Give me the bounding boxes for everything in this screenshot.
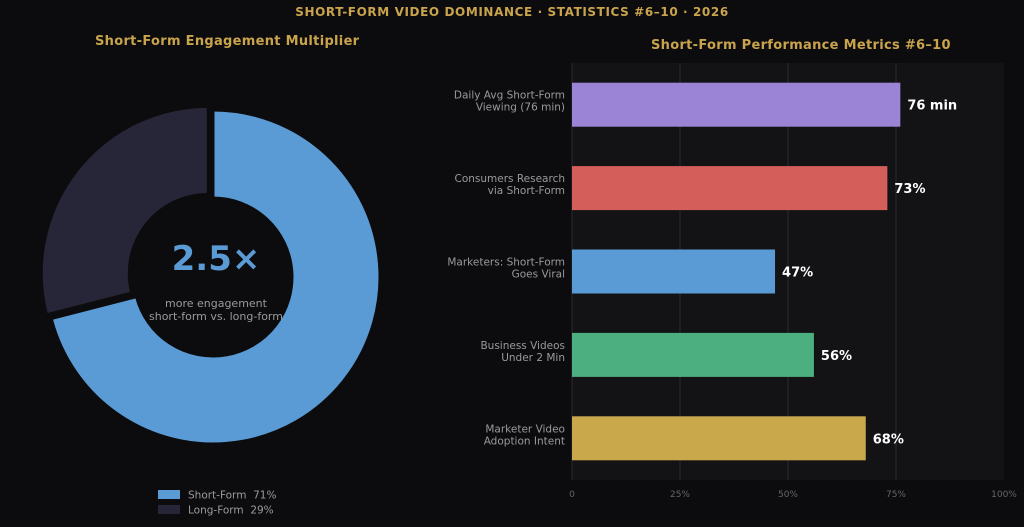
donut-center-value: 2.5× [172, 239, 261, 279]
bar-plot-area [572, 63, 1004, 480]
x-tick-label: 100% [991, 490, 1017, 500]
bar [572, 249, 776, 294]
legend-swatch [158, 490, 180, 499]
donut-slice-long-form [39, 104, 210, 317]
bar-value-label: 73% [894, 182, 925, 197]
x-tick-label: 50% [778, 490, 798, 500]
bar-category-label: via Short-Form [488, 185, 565, 197]
donut-center-caption-line2: short-form vs. long-form [149, 310, 283, 323]
donut-slices [39, 104, 382, 446]
bar-category-label: Consumers Research [454, 173, 565, 185]
donut-slice-short-form [49, 108, 382, 446]
x-tick-label: 0 [569, 490, 575, 500]
bar-category-label: Marketers: Short-Form [447, 257, 565, 269]
bar [572, 166, 888, 211]
legend-label: Long-Form 29% [188, 505, 274, 517]
bar-value-label: 76 min [907, 99, 957, 114]
donut-legend: Short-Form 71% Long-Form 29% [158, 490, 276, 517]
bar-chart-title: Short-Form Performance Metrics #6–10 [651, 38, 951, 53]
bar-category-label: Marketer Video [485, 423, 565, 435]
bar-value-label: 47% [782, 266, 813, 281]
bar-category-label: Viewing (76 min) [476, 102, 565, 114]
donut-center-caption-line1: more engagement [165, 297, 268, 310]
bar-category-label: Business Videos [480, 340, 565, 352]
legend-swatch [158, 505, 180, 514]
bar-value-label: 68% [873, 432, 904, 447]
bar-x-ticks: 0 25% 50% 75% 100% [569, 490, 1017, 500]
x-tick-label: 75% [886, 490, 906, 500]
bar-marks: 76 min 73% 47% 56% 68% [572, 82, 957, 461]
donut-chart-title: Short-Form Engagement Multiplier [95, 34, 360, 49]
bar-category-label: Goes Viral [512, 269, 565, 281]
page-title: SHORT-FORM VIDEO DOMINANCE · STATISTICS … [295, 5, 729, 19]
bar-value-label: 56% [821, 349, 852, 364]
bar-category-label: Daily Avg Short-Form [454, 90, 565, 102]
bar [572, 332, 814, 377]
legend-label: Short-Form 71% [188, 490, 276, 502]
bar-category-label: Under 2 Min [501, 352, 565, 364]
bar [572, 82, 901, 127]
bar-category-label: Adoption Intent [484, 435, 565, 447]
bar-grid [571, 63, 897, 480]
bar [572, 416, 866, 461]
donut-chart: 2.5× more engagement short-form vs. long… [39, 104, 382, 517]
x-tick-label: 25% [670, 490, 690, 500]
